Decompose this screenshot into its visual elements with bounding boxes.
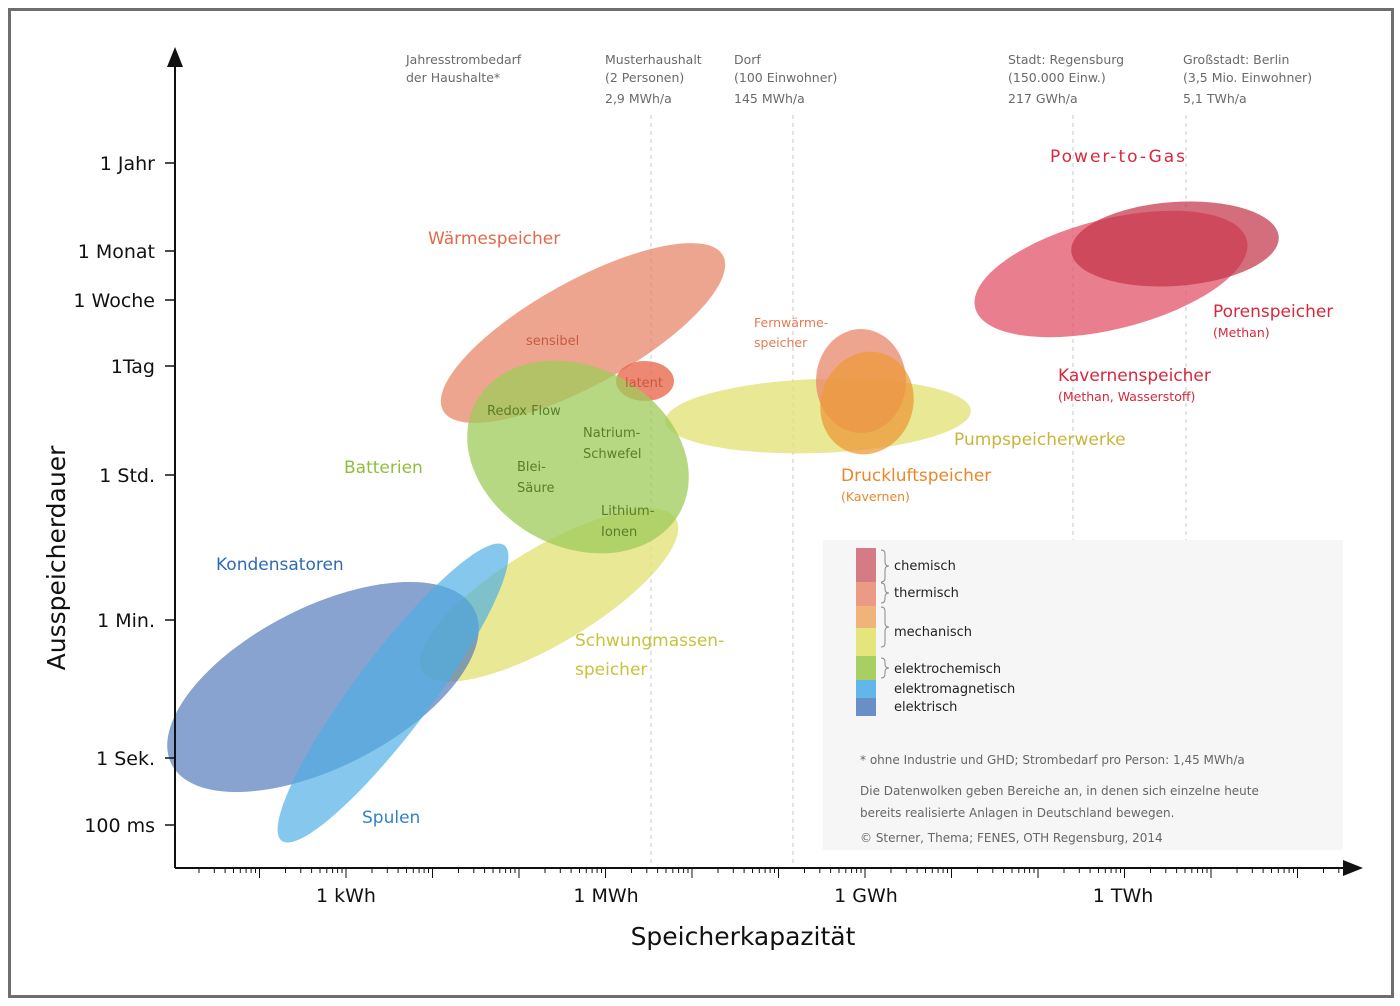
y-tick-1-jahr: 1 Jahr (100, 153, 155, 175)
legend-label-mechanisch: mechanisch (894, 625, 972, 640)
x-tick-1-kwh: 1 kWh (316, 885, 376, 907)
label-latent: latent (625, 376, 663, 391)
legend: chemisch thermisch mechanisch elektroche… (856, 548, 1015, 716)
ref-regensburg-3: 217 GWh/a (1008, 91, 1078, 106)
legend-brace-chemisch (880, 549, 890, 583)
credit: © Sterner, Thema; FENES, OTH Regensburg,… (860, 831, 1163, 845)
label-schwungmassen-1: Schwungmassen- (575, 631, 724, 651)
ref-musterhaushalt-3: 2,9 MWh/a (605, 91, 672, 106)
label-redox-flow: Redox Flow (487, 404, 561, 419)
label-schwungmassen-2: speicher (575, 660, 647, 680)
y-tick-1-min: 1 Min. (97, 610, 155, 632)
legend-swatch-thermisch-mechanisch (856, 606, 876, 628)
label-blei-2: Säure (517, 481, 555, 496)
legend-box (823, 540, 1343, 850)
ref-dorf-1: Dorf (734, 52, 761, 67)
cloud-porenspeicher (1071, 201, 1279, 287)
x-minor-ticks (198, 868, 1340, 878)
label-druckluftspeicher: Druckluftspeicher (841, 466, 991, 486)
legend-label-elektrisch: elektrisch (894, 700, 957, 715)
description-line-2: bereits realisierte Anlagen in Deutschla… (860, 806, 1174, 820)
ref-regensburg-2: (150.000 Einw.) (1008, 70, 1106, 85)
legend-swatch-mechanisch (856, 628, 876, 656)
legend-label-elektromagnetisch: elektromagnetisch (894, 682, 1015, 697)
label-blei-1: Blei- (517, 460, 546, 475)
description-line-1: Die Datenwolken geben Bereiche an, in de… (860, 784, 1259, 798)
y-tick-100-ms: 100 ms (84, 815, 155, 837)
storage-clouds (167, 201, 1279, 843)
legend-label-thermisch: thermisch (894, 586, 959, 601)
ref-berlin-1: Großstadt: Berlin (1183, 52, 1289, 67)
x-tick-1-mwh: 1 MWh (573, 885, 638, 907)
label-fernwaermespeicher-1: Fernwärme- (754, 315, 828, 330)
legend-swatch-elektrochemisch (856, 656, 876, 680)
ref-musterhaushalt-1: Musterhaushalt (605, 52, 702, 67)
legend-brace-thermisch (880, 582, 890, 604)
label-druckluftspeicher-sub: (Kavernen) (841, 489, 910, 504)
label-natrium-1: Natrium- (583, 426, 641, 441)
y-tick-1-std: 1 Std. (99, 465, 155, 487)
label-pumpspeicherwerke: Pumpspeicherwerke (954, 430, 1126, 450)
footnote: * ohne Industrie und GHD; Strombedarf pr… (860, 753, 1245, 767)
legend-swatch-elektrisch (856, 698, 876, 716)
x-tick-1-gwh: 1 GWh (834, 885, 898, 907)
label-kondensatoren: Kondensatoren (216, 555, 344, 575)
ref-dorf-2: (100 Einwohner) (734, 70, 837, 85)
y-axis-title: Ausspeicherdauer (42, 445, 71, 670)
reference-lines (650, 115, 1187, 865)
cloud-druckluftspeicher (820, 351, 914, 455)
cloud-spulen (277, 543, 509, 843)
ref-musterhaushalt-2: (2 Personen) (605, 70, 684, 85)
label-porenspeicher-sub: (Methan) (1213, 325, 1270, 340)
label-lithium-2: Ionen (601, 525, 637, 540)
label-power-to-gas: Power-to-Gas (1050, 147, 1187, 167)
ref-regensburg-1: Stadt: Regensburg (1008, 52, 1124, 67)
label-kavernenspeicher: Kavernenspeicher (1058, 366, 1211, 386)
legend-swatch-elektromagnetisch (856, 680, 876, 698)
ref-dorf-3: 145 MWh/a (734, 91, 805, 106)
legend-label-elektrochemisch: elektrochemisch (894, 662, 1001, 677)
x-axis-title: Speicherkapazität (631, 922, 856, 951)
cloud-batterien (467, 360, 689, 554)
label-porenspeicher: Porenspeicher (1213, 302, 1333, 322)
y-tick-marks (165, 162, 175, 826)
legend-swatch-chemisch (856, 548, 876, 582)
label-waermespeicher: Wärmespeicher (428, 229, 560, 249)
label-sensibel: sensibel (526, 334, 579, 349)
label-lithium-1: Lithium- (601, 504, 655, 519)
label-spulen: Spulen (362, 808, 420, 828)
ref-haushalte-2: der Haushalte* (406, 70, 500, 85)
label-natrium-2: Schwefel (583, 447, 641, 462)
label-batterien: Batterien (344, 458, 423, 478)
storage-chart: Jahresstrombedarf der Haushalte* Musterh… (42, 47, 1363, 951)
ref-haushalte-1: Jahresstrombedarf (405, 52, 522, 67)
ref-berlin-2: (3,5 Mio. Einwohner) (1183, 70, 1312, 85)
y-tick-1-monat: 1 Monat (78, 241, 155, 263)
label-fernwaermespeicher-2: speicher (754, 335, 808, 350)
storage-chart-frame: Jahresstrombedarf der Haushalte* Musterh… (8, 8, 1394, 998)
legend-label-chemisch: chemisch (894, 559, 956, 574)
y-tick-1-woche: 1 Woche (73, 290, 155, 312)
label-kavernenspeicher-sub: (Methan, Wasserstoff) (1058, 389, 1195, 404)
legend-brace-elektrochemisch (880, 657, 890, 679)
ref-berlin-3: 5,1 TWh/a (1183, 91, 1247, 106)
y-tick-1-tag: 1Tag (111, 356, 155, 378)
legend-swatch-thermisch (856, 582, 876, 606)
y-tick-1-sek: 1 Sek. (96, 748, 155, 770)
x-tick-1-twh: 1 TWh (1093, 885, 1154, 907)
legend-brace-mechanisch (880, 606, 890, 648)
